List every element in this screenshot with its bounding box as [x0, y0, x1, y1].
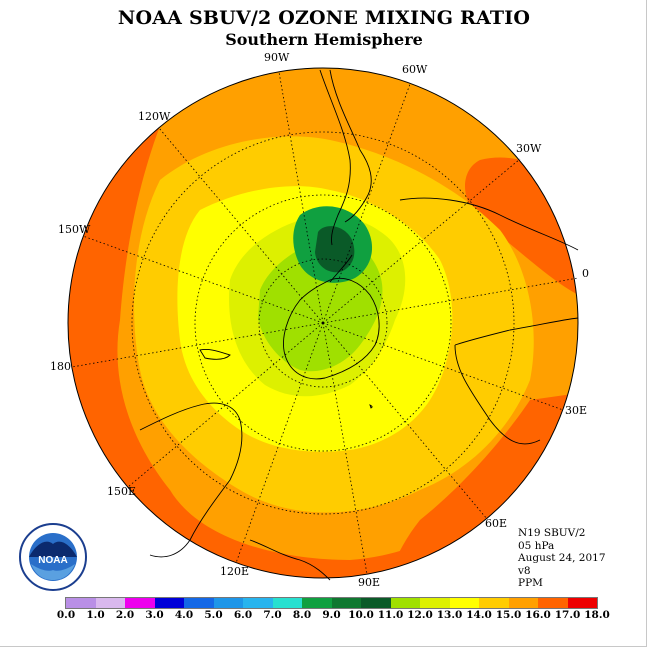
lon-label-0: 0: [582, 267, 589, 280]
color-scale-swatch: [538, 598, 568, 608]
color-scale-swatch: [95, 598, 125, 608]
lon-label-150e: 150E: [107, 485, 136, 498]
color-scale-tick-label: 8.0: [292, 609, 312, 621]
color-scale-swatch: [243, 598, 273, 608]
map-subtitle: Southern Hemisphere: [225, 30, 423, 49]
lon-label-90w: 90W: [264, 51, 290, 64]
color-scale-tick-label: 6.0: [233, 609, 253, 621]
color-scale-swatch: [154, 598, 184, 608]
color-scale-tick-label: 12.0: [407, 609, 433, 621]
color-scale-tick-label: 10.0: [348, 609, 374, 621]
contour-8-9: [315, 226, 355, 273]
map-title: NOAA SBUV/2 OZONE MIXING RATIO: [117, 7, 531, 29]
lon-label-30e: 30E: [565, 404, 587, 417]
color-scale-tick-label: 14.0: [466, 609, 492, 621]
latitude-circles: [131, 131, 515, 515]
lon-label-120e: 120E: [220, 565, 249, 578]
antarctica-coast: [283, 277, 380, 380]
date-text: August 24, 2017: [518, 552, 606, 564]
color-scale-tick-label: 7.0: [263, 609, 282, 621]
color-scale-tick-label: 16.0: [525, 609, 551, 621]
color-scale-tick-label: 9.0: [322, 609, 341, 621]
color-scale-ticks: 0.0 1.0 2.0 3.0 4.0 5.0 6.0 7.0 8.0 9.0 10.0 11.0 12…: [0, 609, 648, 623]
color-scale-swatch: [361, 598, 391, 608]
info-block: N19 SBUV/2 05 hPa August 24, 2017 v8 PPM: [518, 527, 606, 590]
color-scale-swatch: [213, 598, 243, 608]
color-scale-swatch: [420, 598, 450, 608]
color-scale-tick-label: 4.0: [174, 609, 194, 621]
lon-label-120w: 120W: [138, 110, 171, 123]
map-boundary: [67, 67, 579, 579]
color-scale-tick-label: 5.0: [204, 609, 223, 621]
color-scale-tick-label: 0.0: [56, 609, 76, 621]
lon-label-150w: 150W: [58, 223, 91, 236]
color-scale-tick-label: 13.0: [436, 609, 463, 621]
color-scale-swatch: [66, 598, 96, 608]
africa-coast: [454, 344, 541, 445]
color-scale-swatch: [331, 598, 361, 608]
color-scale-swatch: [479, 598, 509, 608]
color-scale-bar: [65, 597, 598, 609]
instrument-text: N19 SBUV/2: [518, 527, 586, 539]
color-scale-swatch: [272, 598, 302, 608]
longitude-labels: 90W 60W 30W 0 30E 60E 90E 120E 150E 180 …: [50, 51, 589, 589]
color-scale-tick-label: 1.0: [86, 609, 105, 621]
lon-label-30w: 30W: [516, 142, 542, 155]
version-text: v8: [518, 564, 531, 577]
color-scale-swatch: [125, 598, 155, 608]
meridian-lines: [71, 71, 579, 575]
ozone-field: [68, 68, 578, 578]
lon-label-60e: 60E: [485, 517, 507, 530]
color-scale-swatch: [302, 598, 332, 608]
noaa-logo: NOAA: [19, 523, 87, 591]
color-scale-swatch: [184, 598, 214, 608]
australia-coast: [139, 402, 243, 558]
color-scale-swatch: [567, 598, 597, 608]
color-scale-tick-label: 2.0: [115, 609, 135, 621]
color-scale-tick-label: 17.0: [554, 609, 581, 621]
color-scale-swatch: [390, 598, 420, 608]
south-america-coast: [319, 69, 351, 246]
island-outline: [199, 349, 231, 360]
units-text: PPM: [518, 577, 543, 589]
color-scale-tick-label: 11.0: [377, 609, 404, 621]
level-text: 05 hPa: [518, 539, 555, 552]
color-scale-swatch: [449, 598, 479, 608]
color-scale-swatch: [508, 598, 538, 608]
lon-label-60w: 60W: [402, 63, 428, 76]
noaa-logo-text: NOAA: [38, 555, 67, 566]
coastlines: [139, 69, 579, 581]
color-scale-tick-label: 18.0: [584, 609, 610, 621]
color-scale-tick-label: 3.0: [145, 609, 164, 621]
lon-label-90e: 90E: [358, 576, 380, 589]
color-scale-tick-label: 15.0: [495, 609, 522, 621]
lon-label-180: 180: [50, 360, 71, 373]
